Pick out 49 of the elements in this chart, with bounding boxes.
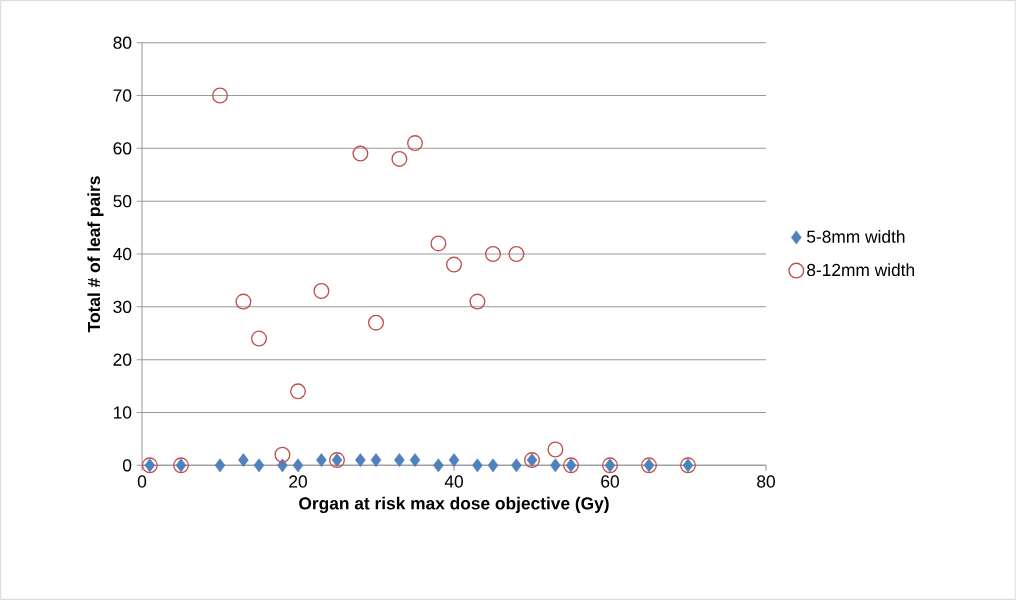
x-tick-label: 20	[289, 475, 307, 488]
point	[508, 246, 525, 263]
point	[290, 383, 307, 400]
point	[394, 453, 405, 467]
point	[469, 293, 486, 310]
y-tick-label: 30	[113, 300, 132, 313]
x-tick-label: 60	[601, 475, 619, 488]
point	[409, 453, 421, 467]
point	[316, 453, 327, 467]
x-axis-title: Organ at risk max dose objective (Gy)	[299, 496, 609, 514]
y-tick-label: 60	[113, 142, 132, 155]
point	[472, 458, 483, 473]
point	[446, 256, 463, 273]
point	[550, 458, 561, 473]
point	[487, 458, 499, 473]
point	[433, 458, 444, 473]
point	[212, 87, 229, 104]
point	[274, 446, 291, 463]
point	[214, 458, 226, 473]
x-tick-label: 40	[444, 475, 463, 488]
point	[313, 282, 330, 299]
point	[251, 330, 268, 347]
point	[448, 453, 460, 467]
point	[407, 135, 424, 152]
x-tick-label: 80	[757, 475, 775, 488]
point	[355, 453, 366, 467]
point	[511, 458, 522, 473]
x-tick-label: 0	[137, 475, 147, 488]
point	[485, 246, 501, 263]
y-tick-label: 20	[113, 353, 132, 366]
point	[430, 235, 447, 252]
y-tick-label: 10	[114, 406, 132, 419]
point	[391, 150, 408, 167]
point	[292, 458, 304, 473]
y-axis-title: Total # of leaf pairs	[87, 176, 104, 333]
y-tick-label: 40	[113, 247, 132, 261]
y-tick-label: 0	[122, 459, 132, 472]
legend-label: 8-12mm width	[807, 263, 915, 277]
y-tick-label: 70	[113, 89, 132, 102]
y-tick-label: 80	[113, 36, 132, 49]
point	[235, 293, 252, 310]
point	[547, 441, 564, 458]
point	[238, 453, 249, 467]
point	[352, 145, 369, 162]
y-tick-label: 50	[113, 195, 132, 208]
point	[370, 453, 382, 467]
point	[368, 314, 385, 331]
legend-label: 5-8mm width	[807, 230, 905, 243]
point	[253, 458, 265, 473]
